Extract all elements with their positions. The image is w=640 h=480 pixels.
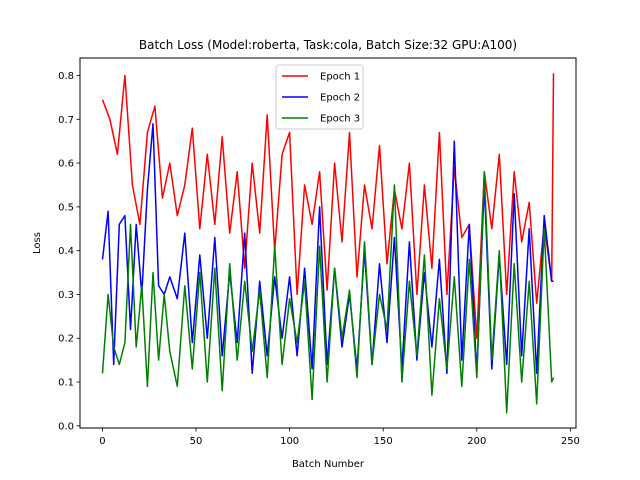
y-tick-label: 0.6: [58, 159, 74, 170]
y-tick-label: 0.0: [58, 421, 74, 432]
x-tick-label: 50: [190, 436, 203, 447]
x-tick-label: 100: [280, 436, 299, 447]
y-tick-label: 0.1: [58, 378, 74, 389]
plot-frame: [79, 57, 577, 429]
y-tick-label: 0.4: [58, 246, 74, 257]
plot-lines: [101, 73, 555, 414]
legend-label: Epoch 3: [320, 114, 360, 125]
legend: Epoch 1 Epoch 2 Epoch 3: [275, 64, 364, 130]
x-tick-label: 150: [374, 436, 393, 447]
y-tick-label: 0.3: [58, 290, 74, 301]
x-tick-label: 200: [467, 436, 486, 447]
x-tick-label: 250: [561, 436, 580, 447]
axis-ticks: 0 50 100 150 200 250 0.0 0.1 0.2 0.3 0.4 0.5 0.6 0.7 0…: [58, 71, 580, 447]
legend-box: [275, 64, 364, 130]
y-axis-title: Loss: [32, 232, 43, 254]
x-axis-title: Batch Number: [292, 459, 365, 470]
legend-label: Epoch 1: [320, 72, 360, 83]
y-tick-label: 0.7: [58, 115, 74, 126]
y-tick-label: 0.8: [58, 71, 74, 82]
y-tick-label: 0.5: [58, 202, 74, 213]
y-tick-label: 0.2: [58, 334, 74, 345]
chart-title: Batch Loss (Model:roberta, Task:cola, Ba…: [139, 38, 517, 52]
x-tick-label: 0: [99, 436, 105, 447]
series-line-epoch-3: [101, 171, 555, 414]
legend-label: Epoch 2: [320, 93, 360, 104]
